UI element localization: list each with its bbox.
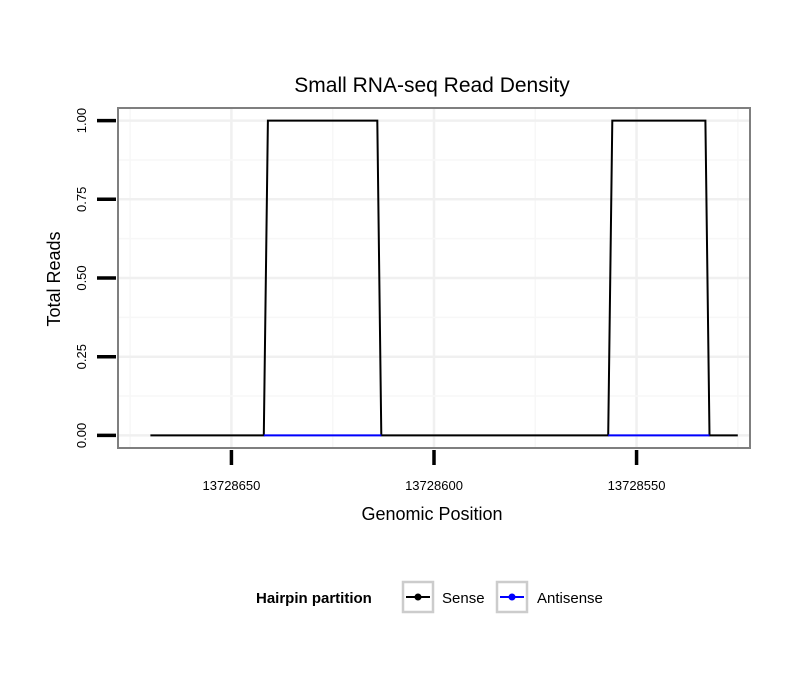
panel-border xyxy=(117,107,751,449)
y-tick-label: 1.00 xyxy=(74,108,89,133)
legend-label-antisense: Antisense xyxy=(537,590,603,607)
chart-title: Small RNA-seq Read Density xyxy=(294,74,570,97)
grid xyxy=(118,108,750,448)
legend-title: Hairpin partition xyxy=(256,590,372,607)
y-tick-label: 0.50 xyxy=(74,265,89,290)
x-tick-label: 13728550 xyxy=(608,478,666,493)
x-tick-label: 13728600 xyxy=(405,478,463,493)
x-axis-title: Genomic Position xyxy=(361,504,502,524)
y-tick-label: 0.25 xyxy=(74,344,89,369)
legend-label-sense: Sense xyxy=(442,590,485,607)
x-tick-label: 13728650 xyxy=(203,478,261,493)
y-axis-title: Total Reads xyxy=(44,231,64,326)
series-layer xyxy=(150,119,738,437)
legend: Hairpin partition Sense Antisense xyxy=(256,580,603,614)
y-tick-label: 0.75 xyxy=(74,187,89,212)
axes: 13728650 13728600 13728550 0.00 0.25 0.50 0.75… xyxy=(74,108,665,493)
y-tick-label: 0.00 xyxy=(74,423,89,448)
series-sense-line xyxy=(150,119,738,437)
legend-point-sense xyxy=(414,593,422,601)
legend-point-antisense xyxy=(508,593,516,601)
